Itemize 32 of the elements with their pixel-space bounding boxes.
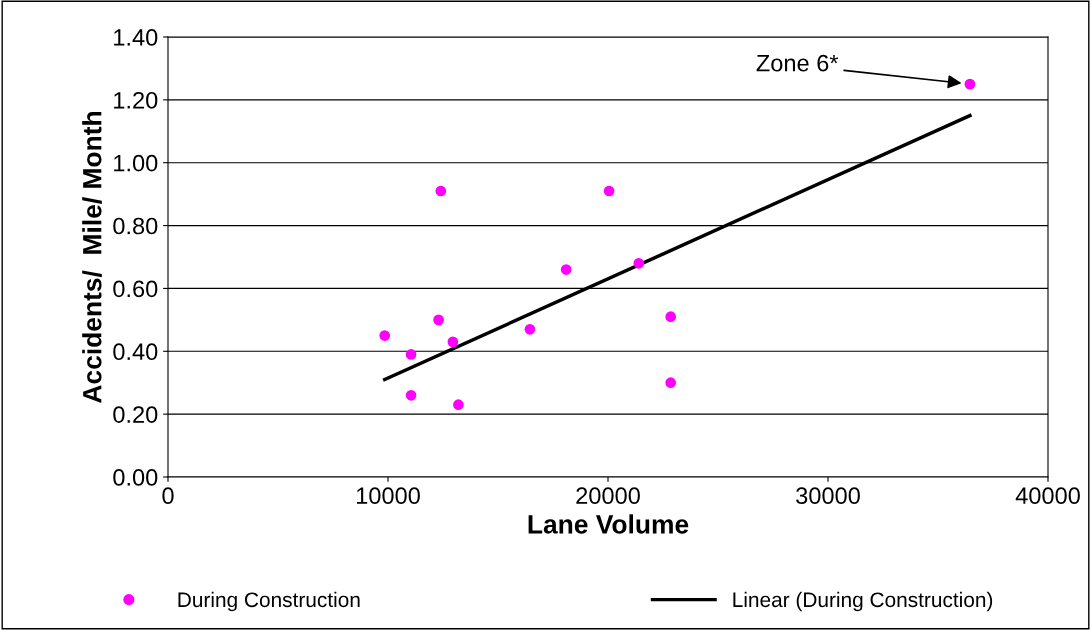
point <box>447 336 459 348</box>
point <box>633 257 645 269</box>
y-tick-label: 1.20 <box>114 91 158 109</box>
x-tick-label: 30000 <box>796 487 860 505</box>
point <box>665 311 677 323</box>
point <box>665 377 677 389</box>
x-tick-label: 10000 <box>356 487 420 505</box>
point <box>560 264 572 275</box>
point <box>379 330 391 341</box>
x-tick-label: 0 <box>162 487 174 505</box>
point <box>433 314 444 326</box>
legend-label: During Construction <box>178 591 360 612</box>
y-tick-label: 1.40 <box>114 29 158 46</box>
y-tick-label: 0.00 <box>113 469 158 486</box>
point <box>964 78 976 90</box>
point <box>453 399 464 411</box>
annotation: Zone 6* <box>756 54 839 72</box>
point <box>405 389 417 401</box>
y-tick-label: 1.00 <box>114 154 158 172</box>
point <box>603 185 615 197</box>
y-tick-label: 0.20 <box>113 406 158 423</box>
y-axis-title: Accidents/ Mile/ Month <box>82 112 102 403</box>
x-axis-title: Lane Volume <box>528 514 689 534</box>
y-tick-label: 0.60 <box>113 280 158 298</box>
point <box>405 349 417 360</box>
point <box>435 185 447 197</box>
y-tick-label: 0.40 <box>113 343 158 361</box>
y-tick-label: 0.80 <box>113 217 158 235</box>
x-tick-label: 20000 <box>576 487 640 505</box>
point <box>524 323 536 335</box>
legend-label: Linear (During Construction) <box>733 591 993 612</box>
x-tick-label: 40000 <box>1015 487 1080 505</box>
